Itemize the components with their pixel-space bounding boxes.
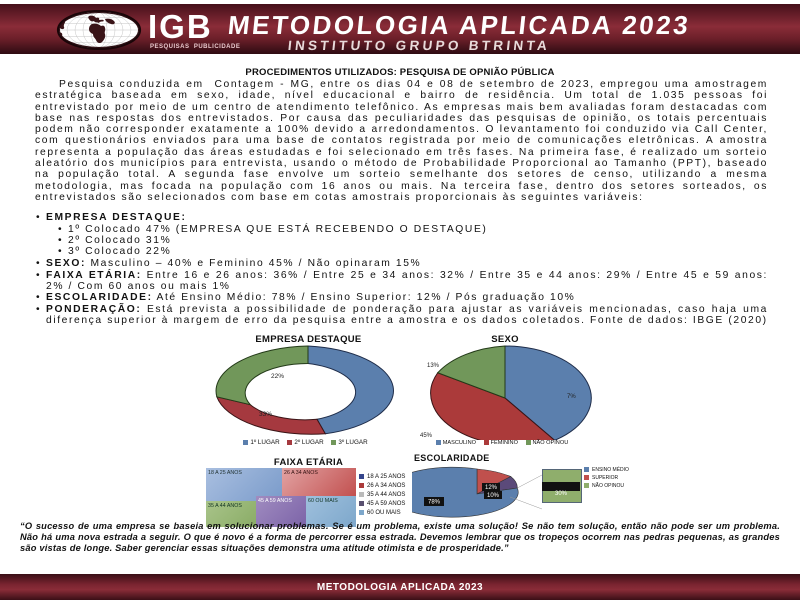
- svg-text:10%: 10%: [487, 493, 500, 499]
- svg-text:22%: 22%: [271, 373, 284, 380]
- svg-text:7%: 7%: [567, 394, 576, 400]
- svg-text:13%: 13%: [427, 363, 440, 369]
- svg-text:45%: 45%: [420, 433, 433, 439]
- svg-text:12%: 12%: [485, 485, 498, 491]
- svg-text:78%: 78%: [428, 500, 441, 506]
- svg-text:33%: 33%: [259, 411, 272, 418]
